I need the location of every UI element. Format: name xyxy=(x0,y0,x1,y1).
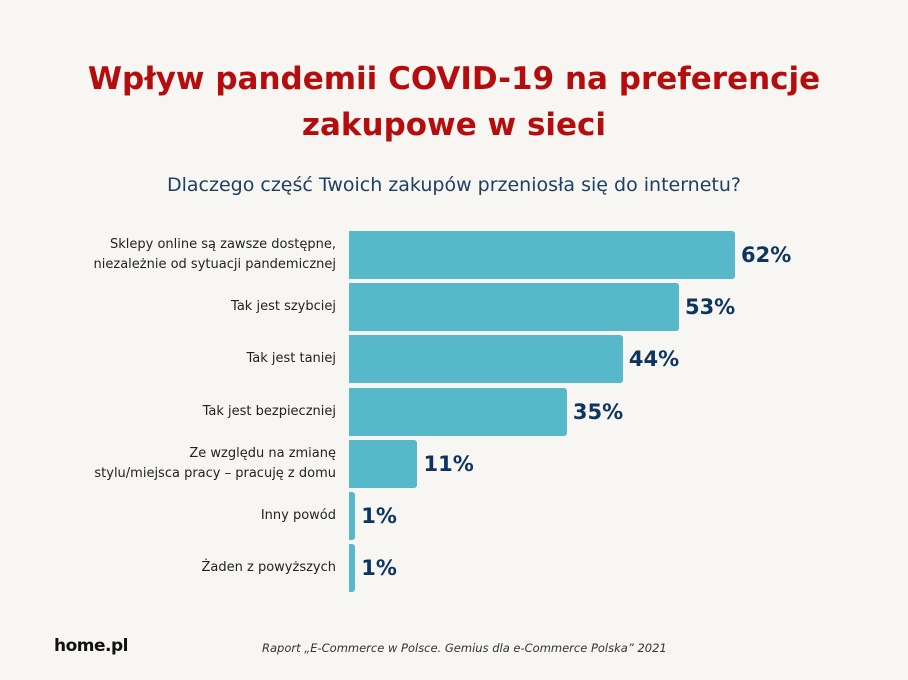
value-label: 35% xyxy=(572,399,624,424)
bar xyxy=(349,544,356,593)
category-label-text: Tak jest bezpieczniej xyxy=(202,403,336,419)
value-label: 1% xyxy=(361,556,397,581)
category-label-text: Sklepy online są zawsze dostępne, niezal… xyxy=(93,237,336,272)
category-label: Żaden z powyższych xyxy=(36,544,336,592)
value-label: 1% xyxy=(361,504,397,528)
bar xyxy=(349,335,623,384)
bar xyxy=(349,231,735,279)
category-label: Inny powód xyxy=(36,492,336,540)
bar xyxy=(349,283,679,332)
category-label: Ze względu na zmianę stylu/miejsca pracy… xyxy=(36,440,336,488)
value-label: 62% xyxy=(741,243,792,267)
chart-title: Wpływ pandemii COVID-19 na preferencje z… xyxy=(0,56,908,148)
title-line-1: Wpływ pandemii COVID-19 na preferencje xyxy=(87,61,821,97)
bar xyxy=(349,492,356,540)
title-line-2: zakupowe w sieci xyxy=(301,107,607,143)
category-label: Tak jest szybciej xyxy=(36,283,336,331)
category-label: Tak jest taniej xyxy=(36,335,336,383)
category-label: Tak jest bezpieczniej xyxy=(36,388,336,436)
home-pl-logo: home.pl xyxy=(54,636,128,656)
chart-subtitle: Dlaczego część Twoich zakupów przeniosła… xyxy=(167,174,741,196)
bar xyxy=(349,439,418,488)
category-label-text: Tak jest taniej xyxy=(246,351,336,367)
value-label: 44% xyxy=(628,347,680,372)
value-label: 11% xyxy=(423,451,474,476)
category-label-text: Żaden z powyższych xyxy=(201,560,336,576)
source-note: Raport „E-Commerce w Polsce. Gemius dla … xyxy=(262,641,667,655)
category-label-text: Inny powód xyxy=(260,508,336,523)
category-label: Sklepy online są zawsze dostępne, niezal… xyxy=(36,231,336,279)
bar xyxy=(349,387,567,436)
value-label: 53% xyxy=(684,295,736,320)
category-label-text: Tak jest szybciej xyxy=(231,299,336,315)
category-label-text: Ze względu na zmianę stylu/miejsca pracy… xyxy=(94,445,336,481)
